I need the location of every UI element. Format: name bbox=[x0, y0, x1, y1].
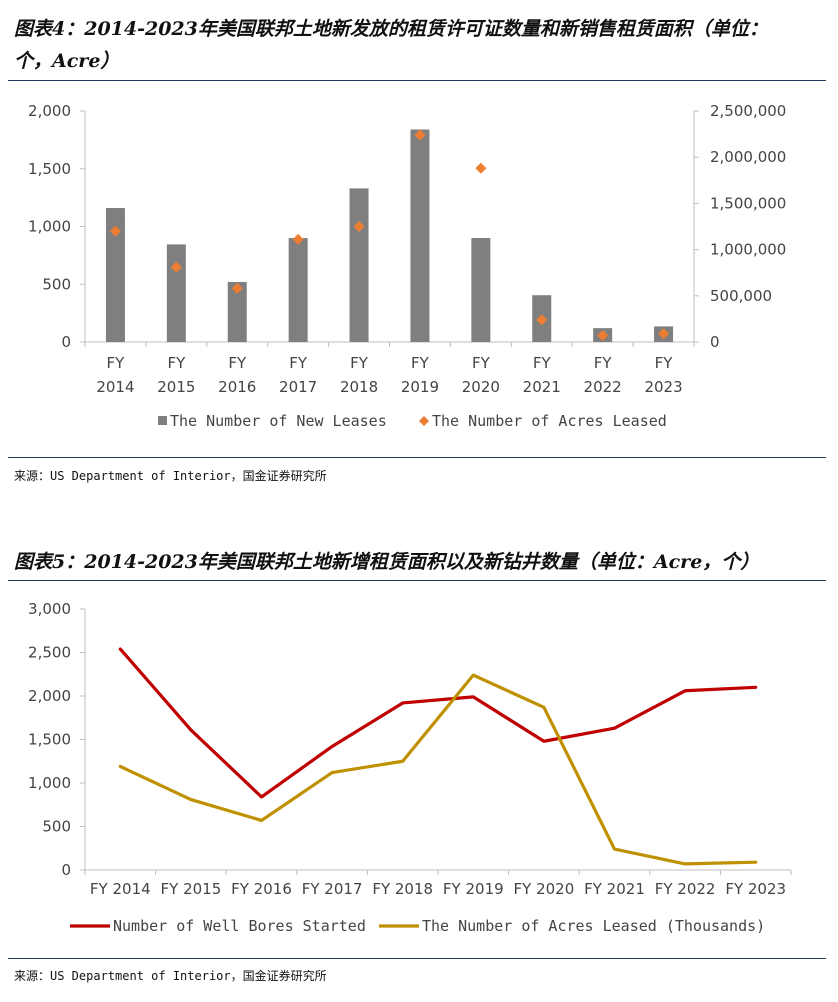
x-tick-label: FY bbox=[594, 354, 613, 372]
x-tick-label: FY 2015 bbox=[161, 880, 222, 898]
bar-new-leases bbox=[410, 129, 430, 342]
x-tick-label: 2014 bbox=[96, 378, 134, 396]
bar-new-leases bbox=[105, 208, 125, 342]
x-tick-label: FY 2018 bbox=[372, 880, 433, 898]
y-tick-label: 1,000 bbox=[28, 774, 71, 792]
line-well-bores bbox=[118, 647, 758, 799]
marker-acres-leased bbox=[536, 314, 548, 326]
y-tick-label-left: 500 bbox=[42, 275, 71, 293]
figure4-source: 来源：US Department of Interior，国金证券研究所 bbox=[14, 469, 327, 483]
bar-new-leases bbox=[166, 244, 186, 342]
x-tick-label: FY 2016 bbox=[231, 880, 292, 898]
figure5-title-rule bbox=[8, 580, 826, 581]
x-tick-label: 2020 bbox=[462, 378, 500, 396]
y-tick-label: 2,000 bbox=[28, 687, 71, 705]
marker-acres-leased bbox=[292, 233, 304, 245]
x-tick-label: FY 2022 bbox=[655, 880, 716, 898]
x-tick-label: FY 2023 bbox=[725, 880, 786, 898]
figure4-title: 图表4：2014-2023年美国联邦土地新发放的租赁许可证数量和新销售租赁面积（… bbox=[14, 13, 768, 77]
y-tick-label-left: 1,000 bbox=[28, 218, 71, 236]
x-tick-label: 2022 bbox=[584, 378, 622, 396]
marker-acres-leased bbox=[353, 221, 365, 232]
legend-label-acres-leased: The Number of Acres Leased bbox=[432, 412, 667, 430]
figure4-source-rule bbox=[8, 457, 826, 458]
y-tick-label-left: 2,000 bbox=[28, 102, 71, 120]
legend-swatch-acres-leased bbox=[419, 416, 429, 426]
x-tick-label: 2017 bbox=[279, 378, 317, 396]
x-tick-label: FY 2014 bbox=[90, 880, 151, 898]
figure4-title-rule bbox=[8, 80, 826, 81]
y-tick-label: 2,500 bbox=[28, 644, 71, 662]
y-tick-label-left: 1,500 bbox=[28, 160, 71, 178]
x-tick-label: 2019 bbox=[401, 378, 439, 396]
figure4-title-line2: 个，Acre） bbox=[14, 50, 120, 72]
y-tick-label-right: 1,000,000 bbox=[710, 241, 786, 259]
legend-swatch-new-leases bbox=[158, 416, 167, 425]
x-tick-label: FY bbox=[289, 354, 308, 372]
bar-new-leases bbox=[349, 188, 369, 342]
figure5-source: 来源：US Department of Interior，国金证券研究所 bbox=[14, 969, 327, 983]
y-tick-label-right: 0 bbox=[710, 333, 720, 351]
x-tick-label: FY bbox=[107, 354, 126, 372]
x-tick-label: 2021 bbox=[523, 378, 561, 396]
y-tick-label-right: 2,000,000 bbox=[710, 148, 786, 166]
y-tick-label: 1,500 bbox=[28, 731, 71, 749]
y-tick-label-left: 0 bbox=[61, 333, 71, 351]
x-tick-label: FY bbox=[228, 354, 247, 372]
x-tick-label: FY bbox=[167, 354, 186, 372]
legend-label-new-leases: The Number of New Leases bbox=[170, 412, 387, 430]
line-acres-leased bbox=[118, 673, 758, 866]
x-tick-label: FY 2021 bbox=[584, 880, 645, 898]
legend-label-acres-leased: The Number of Acres Leased (Thousands) bbox=[422, 917, 765, 935]
x-tick-label: 2023 bbox=[644, 378, 682, 396]
bar-new-leases bbox=[288, 238, 308, 342]
marker-acres-leased bbox=[475, 162, 487, 174]
x-tick-label: 2018 bbox=[340, 378, 378, 396]
marker-acres-leased bbox=[597, 330, 609, 342]
y-tick-label-right: 500,000 bbox=[710, 287, 772, 305]
bar-new-leases bbox=[471, 238, 491, 342]
x-tick-label: FY bbox=[411, 354, 430, 372]
x-tick-label: FY 2017 bbox=[302, 880, 363, 898]
chart1: 0 500 1,000 1,500 2,000 0 500,000 1,000,000 1,50… bbox=[28, 102, 786, 430]
x-tick-label: FY 2019 bbox=[443, 880, 504, 898]
x-tick-label: FY bbox=[350, 354, 369, 372]
figure4-title-line1: 图表4：2014-2023年美国联邦土地新发放的租赁许可证数量和新销售租赁面积（… bbox=[14, 18, 768, 40]
figure5-title: 图表5：2014-2023年美国联邦土地新增租赁面积以及新钻井数量（单位：Acr… bbox=[14, 551, 760, 573]
bar-new-leases bbox=[227, 281, 247, 342]
legend-label-well-bores: Number of Well Bores Started bbox=[113, 917, 366, 935]
y-tick-label: 0 bbox=[61, 861, 71, 879]
y-tick-label-right: 1,500,000 bbox=[710, 194, 786, 212]
x-tick-label: 2015 bbox=[157, 378, 195, 396]
x-tick-label: FY bbox=[472, 354, 491, 372]
figure5-source-rule bbox=[8, 958, 826, 959]
x-tick-label: FY bbox=[655, 354, 674, 372]
y-tick-label: 500 bbox=[42, 818, 71, 836]
marker-acres-leased bbox=[231, 282, 243, 294]
chart2: 0 500 1,000 1,500 2,000 2,500 3,000 FY 2014 FY 2… bbox=[28, 600, 792, 935]
x-tick-label: FY 2020 bbox=[514, 880, 575, 898]
x-tick-label: FY bbox=[533, 354, 552, 372]
y-tick-label: 3,000 bbox=[28, 600, 71, 618]
marker-acres-leased bbox=[658, 328, 670, 340]
marker-acres-leased bbox=[170, 261, 182, 273]
y-tick-label-right: 2,500,000 bbox=[710, 102, 786, 120]
marker-acres-leased bbox=[414, 129, 426, 141]
marker-acres-leased bbox=[109, 225, 121, 237]
x-tick-label: 2016 bbox=[218, 378, 256, 396]
